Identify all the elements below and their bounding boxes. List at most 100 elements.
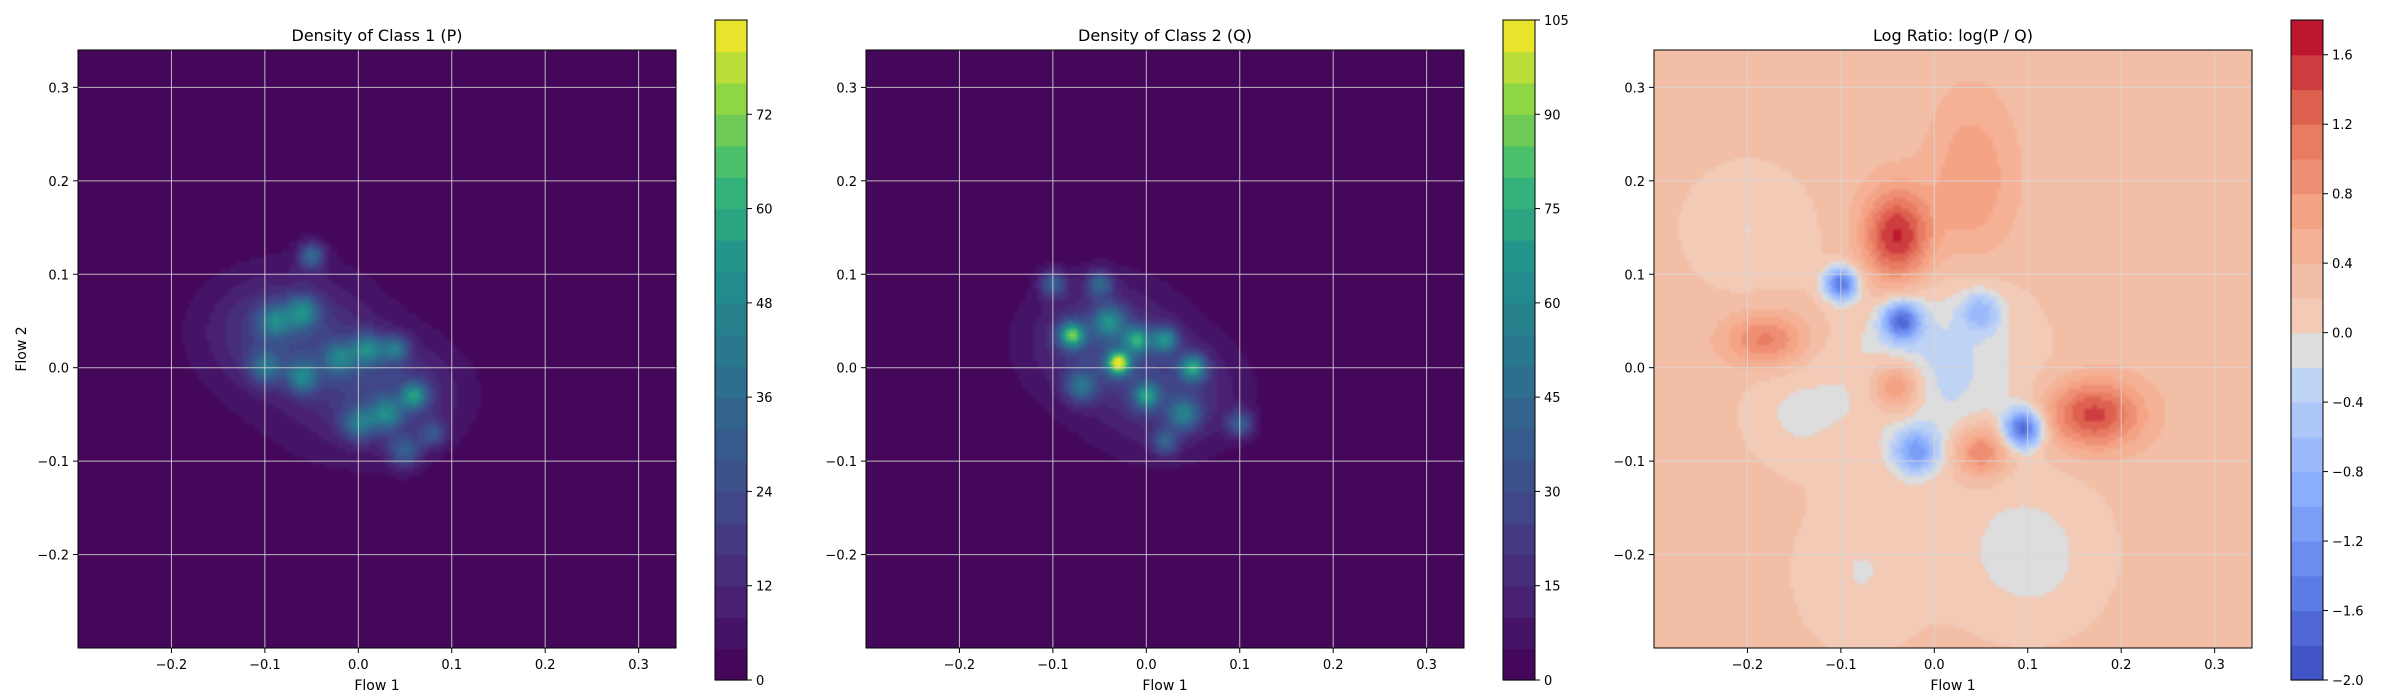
colorbar-segment (715, 20, 747, 53)
colorbar-segment (1503, 20, 1535, 53)
colorbar-segment (2291, 332, 2323, 368)
colorbar-tick-label: 0 (1544, 674, 1552, 689)
x-tick-label: 0.1 (1229, 658, 1250, 673)
x-tick-label: 0.0 (348, 658, 369, 673)
x-axis-label: Flow 1 (1142, 678, 1187, 694)
y-tick-label: 0.1 (1624, 268, 1645, 283)
colorbar-segment (1503, 648, 1535, 681)
x-tick-label: 0.0 (1924, 658, 1945, 673)
colorbar-segment (2291, 193, 2323, 230)
colorbar-segment (2291, 402, 2323, 438)
axes-frame (865, 49, 1465, 649)
chart-panel-1: −0.2 −0.1 0.0 0.1 0.2 0.3 −0.2 −0.1 0.0 0.1 0.2 0.3… (14, 19, 773, 694)
x-tick-label: 0.3 (1416, 658, 1437, 673)
x-tick-label: −0.2 (1732, 658, 1764, 673)
y-tick-label: 0.2 (836, 175, 857, 190)
colorbar-segment (1503, 460, 1535, 493)
y-tick-label: 0.2 (1624, 175, 1645, 190)
colorbar-segment (715, 554, 747, 587)
colorbar-segment (715, 522, 747, 555)
colorbar-segment (715, 617, 747, 650)
colorbar-segment (2291, 228, 2323, 264)
chart-panel-2: −0.2 −0.1 0.0 0.1 0.2 0.3 −0.2 −0.1 0.0 0.1 0.2 0.3… (825, 14, 1568, 694)
colorbar-segment (1503, 522, 1535, 555)
y-tick-label: −0.1 (825, 455, 857, 470)
colorbar-tick-label: 90 (1544, 108, 1561, 123)
y-axis-label: Flow 2 (14, 326, 30, 371)
colorbar-tick-label: 48 (756, 297, 773, 312)
colorbar-segment (2291, 541, 2323, 577)
colorbar-tick-label: −1.2 (2332, 535, 2364, 550)
colorbar-segment (715, 208, 747, 241)
colorbar-tick-label: 1.2 (2332, 118, 2353, 133)
colorbar-segment (715, 648, 747, 681)
x-tick-label: −0.1 (249, 658, 281, 673)
colorbar-segment (1503, 334, 1535, 367)
y-tick-label: 0.3 (48, 81, 69, 96)
chart-title: Log Ratio: log(P / Q) (1873, 26, 2033, 45)
colorbar-segment (715, 82, 747, 115)
colorbar-segment (1503, 491, 1535, 524)
colorbar-segment (715, 145, 747, 178)
colorbar-tick-label: −0.4 (2332, 396, 2364, 411)
colorbar-tick-label: −0.8 (2332, 466, 2364, 481)
y-tick-label: −0.2 (825, 549, 857, 564)
colorbar-segment (1503, 208, 1535, 241)
x-tick-label: 0.1 (441, 658, 462, 673)
colorbar-segment (2291, 645, 2323, 681)
colorbar-segment (2291, 471, 2323, 507)
colorbar-segment (1503, 271, 1535, 304)
colorbar-segment (2291, 506, 2323, 542)
colorbar-segment (715, 365, 747, 398)
colorbar-segment (1503, 365, 1535, 398)
colorbar-tick-label: 72 (756, 108, 773, 123)
colorbar-segment (1503, 82, 1535, 115)
y-tick-label: 0.2 (48, 175, 69, 190)
colorbar-segment (715, 240, 747, 273)
y-tick-label: −0.2 (37, 549, 69, 564)
colorbar-tick-label: 45 (1544, 391, 1561, 406)
colorbar-tick-label: 60 (1544, 297, 1561, 312)
y-tick-label: 0.3 (836, 81, 857, 96)
colorbar-segment (1503, 302, 1535, 335)
x-axis-label: Flow 1 (354, 678, 399, 694)
colorbar-segment (1503, 554, 1535, 587)
colorbar-frame (2290, 19, 2324, 681)
colorbar-segment (1503, 145, 1535, 178)
colorbar-tick-label: 105 (1544, 14, 1569, 29)
x-axis-label: Flow 1 (1930, 678, 1975, 694)
x-tick-label: −0.2 (944, 658, 976, 673)
colorbar: 0 12 24 36 48 60 72 (714, 19, 773, 689)
y-tick-label: 0.1 (836, 268, 857, 283)
colorbar-segment (2291, 89, 2323, 125)
y-tick-label: −0.1 (37, 455, 69, 470)
colorbar-tick-label: 0.8 (2332, 188, 2353, 203)
y-tick-label: 0.0 (48, 362, 69, 377)
colorbar-tick-label: −1.6 (2332, 605, 2364, 620)
colorbar-segment (715, 460, 747, 493)
colorbar-segment (2291, 263, 2323, 299)
x-tick-label: −0.2 (156, 658, 188, 673)
colorbar-segment (1503, 397, 1535, 430)
colorbar-tick-label: 75 (1544, 203, 1561, 218)
colorbar: 0 15 30 45 60 75 90 105 (1502, 14, 1569, 689)
colorbar-segment (715, 271, 747, 304)
colorbar-segment (715, 491, 747, 524)
colorbar-segment (715, 302, 747, 335)
y-tick-label: 0.1 (48, 268, 69, 283)
x-tick-label: 0.0 (1136, 658, 1157, 673)
colorbar-segment (1503, 585, 1535, 618)
colorbar-segment (1503, 428, 1535, 461)
colorbar-tick-label: −2.0 (2332, 674, 2364, 689)
colorbar-segment (715, 397, 747, 430)
heatmap-image (866, 50, 1464, 648)
colorbar-segment (1503, 240, 1535, 273)
colorbar-tick-label: 0.4 (2332, 257, 2353, 272)
heatmap-image (1654, 50, 2252, 648)
colorbar-segment (2291, 158, 2323, 195)
colorbar-tick-label: 12 (756, 580, 773, 595)
chart-title: Density of Class 1 (P) (292, 26, 463, 45)
x-tick-label: 0.3 (628, 658, 649, 673)
y-tick-label: 0.0 (1624, 362, 1645, 377)
colorbar-segment (1503, 51, 1535, 84)
